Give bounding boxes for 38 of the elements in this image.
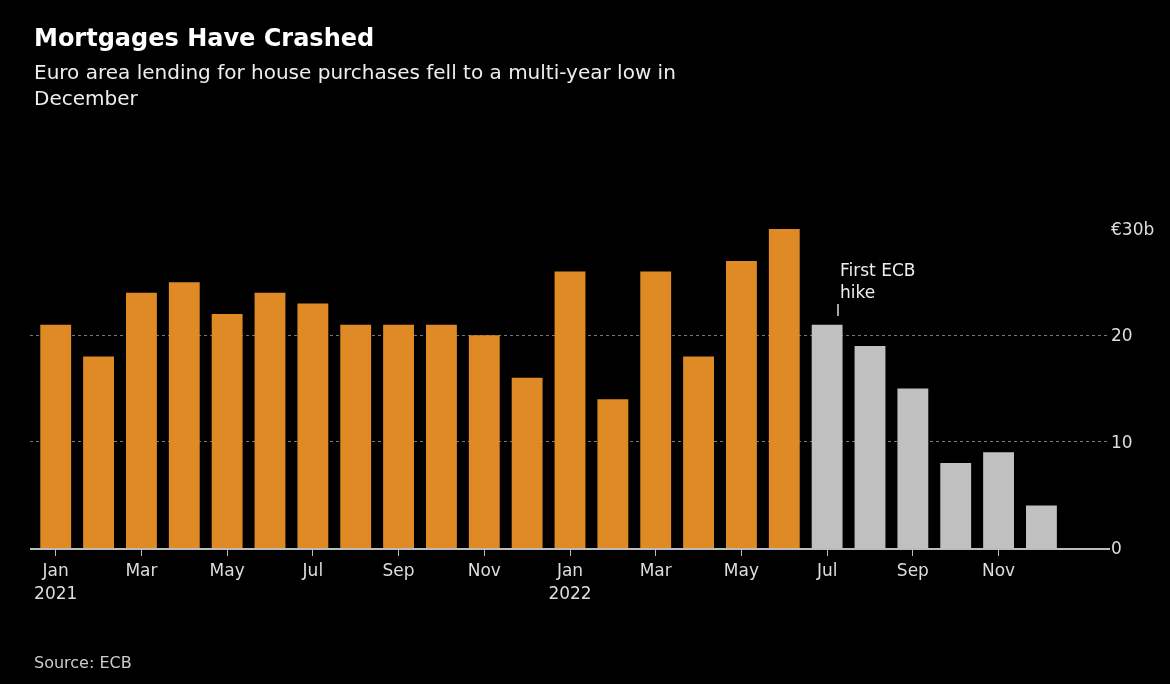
x-tick-label: May	[209, 560, 245, 581]
bar	[683, 356, 714, 548]
bar	[640, 271, 672, 548]
bar	[340, 324, 372, 548]
x-tick-label: Jul	[815, 560, 838, 581]
y-tick-label: €30b	[1111, 218, 1155, 239]
x-tick-label: Sep	[382, 560, 415, 581]
x-tick-label: Jul	[301, 560, 324, 581]
x-tick-label: Nov	[467, 560, 501, 581]
x-tick-label: Jan 2022	[548, 560, 592, 603]
bar	[468, 335, 500, 548]
y-tick-label: 10	[1111, 431, 1133, 452]
bar	[297, 303, 329, 548]
bar	[83, 356, 114, 548]
chart-title: Mortgages Have Crashed	[34, 24, 375, 52]
annotation: First ECB hike	[840, 260, 916, 303]
bar	[254, 292, 286, 548]
bar	[768, 229, 800, 548]
chart-subtitle: Euro area lending for house purchases fell to a multi-year low in December	[34, 60, 676, 110]
x-tick-label: Mar	[639, 560, 672, 581]
x-tick-label: Sep	[896, 560, 929, 581]
x-tick-label: Mar	[125, 560, 158, 581]
bar	[554, 271, 586, 548]
bar	[511, 377, 543, 548]
bar	[597, 399, 629, 548]
y-tick-label: 20	[1111, 325, 1133, 346]
bar	[40, 324, 72, 548]
y-tick-label: 0	[1111, 537, 1122, 558]
bar	[383, 324, 414, 548]
bar	[426, 324, 457, 548]
bar	[211, 314, 243, 548]
bar	[168, 282, 200, 548]
x-tick-label: Nov	[981, 560, 1016, 581]
source-note: Source: ECB	[34, 653, 132, 672]
x-tick-label: Jan 2021	[34, 560, 78, 603]
x-tick-label: May	[723, 560, 760, 581]
bar	[126, 292, 157, 548]
bar	[726, 260, 757, 548]
